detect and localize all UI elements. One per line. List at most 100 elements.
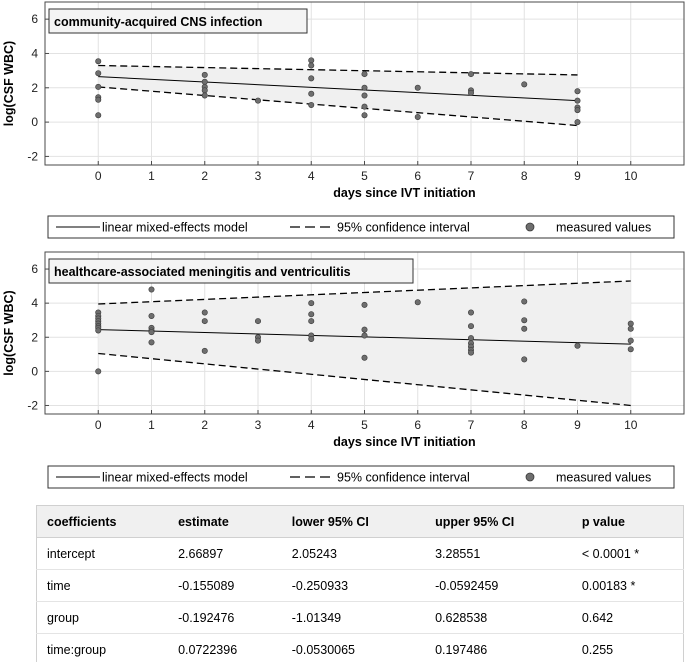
data-point	[255, 337, 262, 344]
data-point	[574, 97, 581, 104]
y-tick-label: 0	[31, 115, 38, 129]
table-cell: -0.192476	[168, 601, 282, 634]
table-cell: 0.0722396	[178, 642, 238, 657]
table-cell: 0.00183 *	[571, 569, 684, 602]
x-tick-label: 8	[521, 169, 528, 183]
data-point	[95, 96, 102, 103]
data-point	[521, 81, 528, 88]
data-point	[467, 335, 474, 342]
data-point	[201, 92, 208, 99]
data-point	[414, 299, 421, 306]
data-point	[308, 101, 315, 108]
table-cell: group	[36, 601, 169, 634]
table-cell: 0.642	[571, 601, 684, 634]
x-tick-label: 8	[521, 418, 528, 432]
x-tick-label: 6	[414, 418, 421, 432]
data-point	[95, 112, 102, 119]
data-point	[308, 318, 315, 325]
x-tick-label: 10	[624, 418, 638, 432]
table-row: time:group 0.0722396 -0.0530065 0.197486 0.2…	[37, 634, 684, 662]
y-tick-label: 6	[31, 12, 38, 26]
y-tick-label: -2	[27, 149, 38, 163]
confidence-band	[98, 280, 631, 406]
ci-lower-line	[98, 352, 631, 407]
x-tick-label: 6	[414, 169, 421, 183]
legend-points-swatch	[525, 222, 535, 232]
data-point	[255, 318, 262, 325]
x-tick-label: 0	[95, 418, 102, 432]
data-point	[574, 88, 581, 95]
table-cell: intercept	[36, 537, 169, 570]
data-point	[521, 356, 528, 363]
data-point	[361, 112, 368, 119]
table-cell: 2.05243	[281, 537, 426, 570]
x-tick-label: 1	[148, 169, 155, 183]
data-point	[627, 337, 634, 344]
table-cell: time:group	[47, 642, 107, 657]
data-point	[361, 332, 368, 339]
data-point	[361, 326, 368, 333]
data-point	[467, 323, 474, 330]
y-tick-label: 2	[31, 330, 38, 344]
data-point	[361, 301, 368, 308]
x-axis-label: days since IVT initiation	[333, 435, 475, 449]
data-point	[148, 312, 155, 319]
data-point	[627, 320, 634, 327]
data-point	[201, 87, 208, 94]
x-tick-label: 2	[201, 169, 208, 183]
data-point	[148, 286, 155, 293]
data-point	[201, 78, 208, 85]
chart-title: community-acquired CNS infection	[54, 15, 262, 29]
legend-model-label: linear mixed-effects model	[102, 221, 248, 235]
y-tick-label: 4	[31, 296, 38, 310]
legend-ci-label: 95% confidence interval	[337, 221, 470, 235]
y-axis-label: log(CSF WBC)	[2, 41, 16, 126]
table-cell: 2.66897	[168, 537, 282, 570]
data-point	[521, 298, 528, 305]
table-cell: -0.155089	[168, 569, 282, 602]
x-tick-label: 5	[361, 418, 368, 432]
x-tick-label: 7	[468, 169, 475, 183]
ci-lower-line	[98, 86, 578, 127]
data-point	[308, 75, 315, 82]
y-tick-label: 6	[31, 262, 38, 276]
data-point	[414, 113, 421, 120]
legend-points-label: measured values	[556, 221, 651, 235]
table-row: intercept 2.66897 2.05243 3.28551 < 0.0001 *	[36, 537, 684, 570]
table-cell: -1.01349	[281, 601, 426, 634]
legend-ci-label: 95% confidence interval	[337, 471, 470, 485]
x-tick-label: 4	[308, 418, 315, 432]
x-tick-label: 10	[624, 169, 638, 183]
coefficients-table: coefficients estimate lower 95% CI upper 95…	[36, 505, 684, 662]
legend-points-swatch	[525, 472, 535, 482]
legend-model-label: linear mixed-effects model	[102, 471, 248, 485]
chart-title-box	[48, 258, 414, 284]
legend-points-label: measured values	[556, 471, 651, 485]
table-cell: 0.628538	[425, 601, 572, 634]
table-header-cell: estimate	[168, 505, 282, 538]
y-axis-label: log(CSF WBC)	[2, 290, 16, 375]
y-tick-label: -2	[27, 398, 38, 412]
data-point	[467, 309, 474, 316]
panel-community-acquired: 0 1 2 3 4 5 6 7 8 9 10 -2 0 2 4 6 days since IVT initiat…	[2, 1, 685, 239]
table-header-row: coefficients estimate lower 95% CI upper 95…	[36, 505, 684, 538]
data-point	[308, 90, 315, 97]
data-point	[95, 58, 102, 65]
table-header-cell: lower 95% CI	[281, 505, 426, 538]
data-point	[201, 71, 208, 78]
data-point	[148, 339, 155, 346]
data-point	[627, 325, 634, 332]
table-row: group -0.192476 -1.01349 0.628538 0.642	[36, 601, 684, 634]
ci-upper-line	[98, 64, 578, 76]
data-point	[361, 84, 368, 91]
data-point	[201, 309, 208, 316]
data-point	[361, 354, 368, 361]
x-tick-label: 4	[308, 169, 315, 183]
legend-box	[47, 215, 675, 239]
x-tick-label: 3	[255, 418, 262, 432]
data-point	[574, 119, 581, 126]
table-cell: 0.197486	[435, 642, 488, 657]
table-header-cell: coefficients	[36, 505, 169, 538]
